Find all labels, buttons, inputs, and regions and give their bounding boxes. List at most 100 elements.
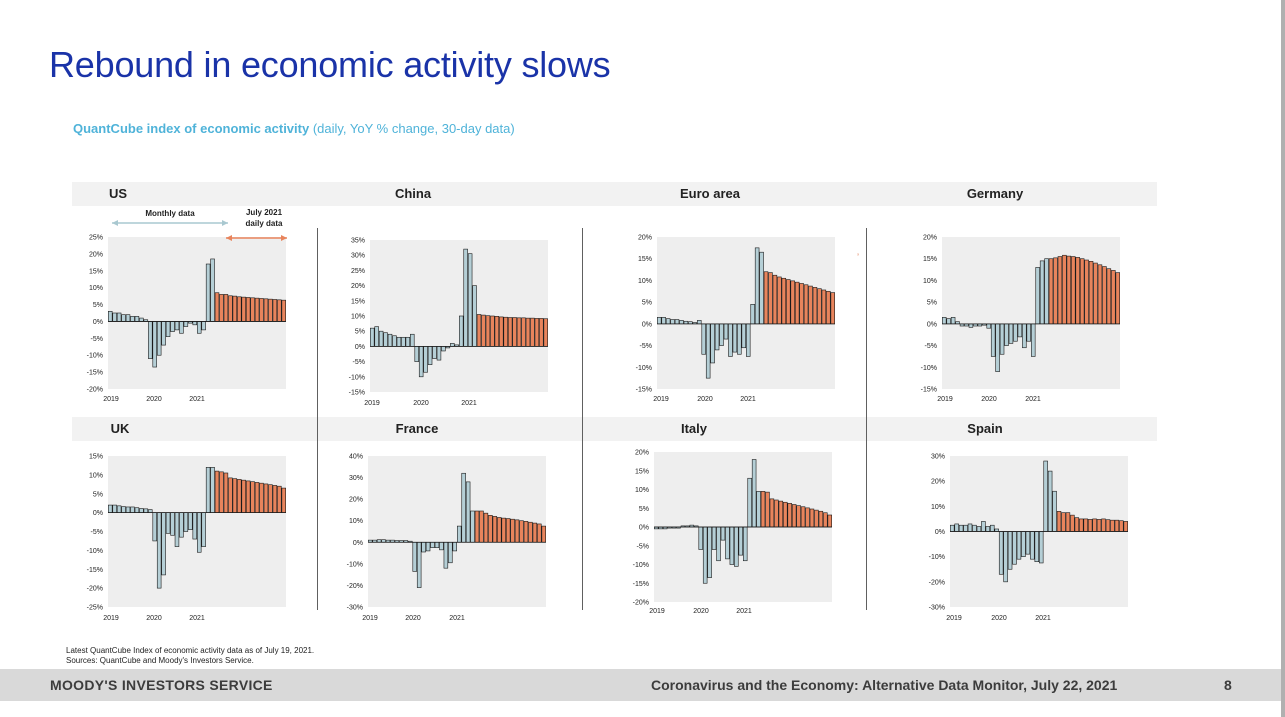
china-y-tick-label: 30% (351, 253, 365, 260)
daily-data-label-2: daily data (246, 219, 283, 228)
uk-y-tick-label: -20% (87, 586, 103, 593)
germany-x-tick-label: 2020 (981, 396, 997, 403)
china-y-tick-label: 5% (355, 329, 365, 336)
france-x-tick-label: 2021 (449, 615, 465, 622)
uk-x-tick-label: 2020 (146, 615, 162, 622)
uk-y-tick-label: 0% (93, 510, 103, 517)
subtitle-bold: QuantCube index of economic activity (73, 121, 310, 136)
italy-y-tick-label: -5% (637, 543, 649, 550)
column-divider (317, 228, 318, 610)
spain-chart-title: Spain (967, 421, 1002, 436)
china-y-tick-label: 35% (351, 238, 365, 245)
us-y-tick-label: -10% (87, 353, 103, 360)
chart-subtitle: QuantCube index of economic activity (da… (73, 121, 515, 136)
china-x-tick-label: 2021 (461, 400, 477, 407)
germany-chart-title: Germany (967, 186, 1024, 201)
italy-chart-title: Italy (681, 421, 708, 436)
euro-area-y-tick-label: -5% (640, 343, 652, 350)
uk-x-tick-label: 2021 (189, 615, 205, 622)
france-x-tick-label: 2019 (362, 615, 378, 622)
footnote: Latest QuantCube Index of economic activ… (66, 646, 314, 666)
italy-y-tick-label: -15% (633, 581, 649, 588)
us-y-tick-label: -20% (87, 387, 103, 394)
italy-x-tick-label: 2020 (693, 608, 709, 615)
us-chart-title: US (109, 186, 127, 201)
germany-y-tick-label: 0% (927, 321, 937, 328)
row1-label-band (72, 182, 1157, 206)
china-y-tick-label: -10% (349, 374, 365, 381)
france-y-tick-label: 0% (353, 540, 363, 547)
spain-y-tick-label: 10% (931, 504, 945, 511)
us-x-tick-label: 2019 (103, 396, 119, 403)
china-y-tick-label: 25% (351, 268, 365, 275)
germany-y-tick-label: 15% (923, 256, 937, 263)
france-y-tick-label: 20% (349, 497, 363, 504)
china-x-tick-label: 2020 (413, 400, 429, 407)
euro-area-y-tick-label: -10% (636, 365, 652, 372)
france-y-tick-label: 10% (349, 518, 363, 525)
page-number: 8 (1224, 677, 1232, 693)
euro-area-y-tick-label: 0% (642, 321, 652, 328)
italy-y-tick-label: 0% (639, 525, 649, 532)
china-y-tick-label: -15% (349, 390, 365, 397)
germany-y-tick-label: 10% (923, 278, 937, 285)
arrow-left-icon (226, 235, 232, 241)
us-y-tick-label: 20% (89, 251, 103, 258)
france-x-tick-label: 2020 (405, 615, 421, 622)
euro-area-y-tick-label: 15% (638, 256, 652, 263)
italy-x-tick-label: 2021 (736, 608, 752, 615)
row2-label-band (72, 417, 1157, 441)
france-y-tick-label: -30% (347, 605, 363, 612)
euro-area-x-tick-label: 2019 (653, 396, 669, 403)
us-y-tick-label: 10% (89, 285, 103, 292)
uk-y-tick-label: -15% (87, 567, 103, 574)
spain-y-tick-label: 30% (931, 454, 945, 461)
window-edge (1281, 0, 1285, 717)
germany-y-tick-label: 5% (927, 300, 937, 307)
italy-y-tick-label: 5% (639, 506, 649, 513)
uk-y-tick-label: -10% (87, 548, 103, 555)
footer-report-title: Coronavirus and the Economy: Alternative… (651, 677, 1118, 693)
france-y-tick-label: -10% (347, 561, 363, 568)
subtitle-rest: (daily, YoY % change, 30-day data) (309, 121, 515, 136)
daily-data-label-1: July 2021 (246, 208, 283, 217)
arrow-right-icon (222, 220, 228, 226)
column-divider (866, 228, 867, 610)
euro-area-y-tick-label: 20% (638, 235, 652, 242)
france-y-tick-label: 30% (349, 475, 363, 482)
column-divider (582, 228, 583, 610)
spain-y-tick-label: 0% (935, 529, 945, 536)
france-y-tick-label: 40% (349, 454, 363, 461)
us-y-tick-label: -5% (91, 336, 103, 343)
arrow-left-icon (112, 220, 118, 226)
italy-y-tick-label: 10% (635, 487, 649, 494)
spain-x-tick-label: 2019 (946, 615, 962, 622)
footer-bar: MOODY'S INVESTORS SERVICE Coronavirus an… (0, 669, 1281, 701)
us-x-tick-label: 2021 (189, 396, 205, 403)
us-y-tick-label: 15% (89, 268, 103, 275)
uk-y-tick-label: 5% (93, 491, 103, 498)
uk-chart-title: UK (111, 421, 130, 436)
arrow-right-icon (281, 235, 287, 241)
us-y-tick-label: -15% (87, 370, 103, 377)
footer-brand: MOODY'S INVESTORS SERVICE (50, 677, 273, 693)
euro-area-y-tick-label: 5% (642, 300, 652, 307)
uk-y-tick-label: 10% (89, 472, 103, 479)
germany-y-tick-label: -5% (925, 343, 937, 350)
spain-y-tick-label: -30% (929, 605, 945, 612)
germany-y-tick-label: -10% (921, 365, 937, 372)
china-x-tick-label: 2019 (364, 400, 380, 407)
china-y-tick-label: 10% (351, 314, 365, 321)
italy-y-tick-label: 20% (635, 450, 649, 457)
euro-area-y-tick-label: -15% (636, 387, 652, 394)
china-chart-title: China (395, 186, 432, 201)
germany-x-tick-label: 2019 (937, 396, 953, 403)
china-y-tick-label: 15% (351, 298, 365, 305)
